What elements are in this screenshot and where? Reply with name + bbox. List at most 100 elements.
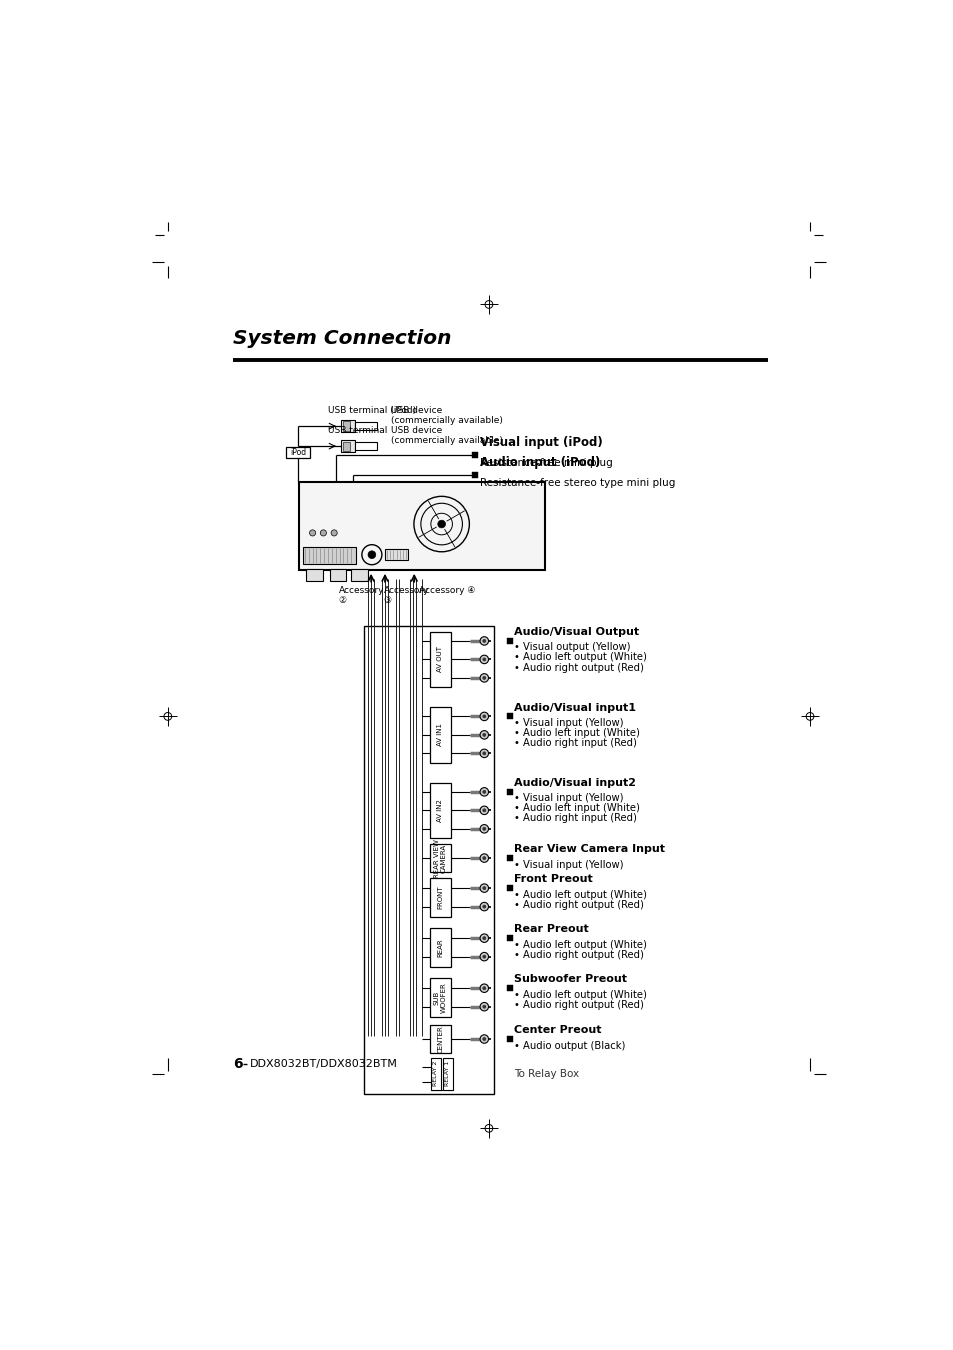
Text: • Visual input (Yellow): • Visual input (Yellow) — [514, 718, 623, 728]
Text: AV IN1: AV IN1 — [437, 724, 443, 747]
Text: • Audio right output (Red): • Audio right output (Red) — [514, 1000, 643, 1010]
Bar — [506, 713, 513, 720]
Bar — [472, 471, 477, 478]
Circle shape — [479, 984, 488, 992]
Circle shape — [482, 856, 485, 860]
Text: RELAY 2: RELAY 2 — [433, 1061, 437, 1087]
Bar — [429, 783, 451, 838]
Circle shape — [482, 752, 485, 755]
Bar — [341, 420, 355, 432]
Text: FRONT: FRONT — [437, 886, 443, 909]
Bar — [298, 482, 544, 570]
Text: • Audio left input (White): • Audio left input (White) — [514, 803, 639, 814]
Bar — [342, 441, 350, 451]
Text: Subwoofer Preout: Subwoofer Preout — [514, 975, 627, 984]
Circle shape — [479, 853, 488, 863]
Circle shape — [479, 825, 488, 833]
Circle shape — [479, 1035, 488, 1044]
Text: Visual input (iPod): Visual input (iPod) — [479, 436, 601, 450]
Circle shape — [309, 529, 315, 536]
Text: SUB
WOOFER: SUB WOOFER — [434, 981, 446, 1012]
Text: Audio input (iPod): Audio input (iPod) — [479, 456, 599, 470]
Circle shape — [482, 790, 485, 794]
Bar — [351, 570, 368, 580]
Text: System Connection: System Connection — [233, 329, 452, 348]
Text: Resistance-free stereo type mini plug: Resistance-free stereo type mini plug — [479, 478, 675, 487]
Circle shape — [479, 787, 488, 796]
Text: Accessory
③: Accessory ③ — [383, 586, 429, 605]
Bar — [472, 451, 477, 458]
Bar — [355, 423, 376, 429]
Text: • Visual output (Yellow): • Visual output (Yellow) — [514, 643, 630, 652]
Circle shape — [437, 520, 445, 528]
Text: Rear Preout: Rear Preout — [514, 925, 588, 934]
Text: REAR: REAR — [437, 938, 443, 957]
Text: Center Preout: Center Preout — [514, 1025, 601, 1035]
Bar — [506, 855, 513, 861]
Circle shape — [482, 716, 485, 718]
Text: Audio/Visual input2: Audio/Visual input2 — [514, 778, 636, 788]
Circle shape — [479, 730, 488, 738]
Bar — [431, 1057, 440, 1089]
Circle shape — [482, 887, 485, 890]
Text: USB terminal: USB terminal — [328, 427, 387, 435]
Circle shape — [482, 1006, 485, 1008]
Circle shape — [482, 828, 485, 830]
Bar — [342, 421, 350, 431]
Text: To Relay Box: To Relay Box — [514, 1069, 578, 1079]
Bar — [341, 440, 355, 452]
Circle shape — [479, 637, 488, 645]
Text: AV OUT: AV OUT — [437, 647, 443, 672]
Text: (commercially available): (commercially available) — [391, 436, 502, 444]
Text: Audio/Visual input1: Audio/Visual input1 — [514, 702, 636, 713]
Bar — [285, 447, 310, 459]
Text: (commercially available): (commercially available) — [391, 416, 502, 424]
Bar — [429, 632, 451, 687]
Bar — [429, 844, 451, 872]
Circle shape — [368, 551, 375, 559]
Bar — [442, 1057, 453, 1089]
Text: • Audio left output (White): • Audio left output (White) — [514, 940, 646, 949]
Circle shape — [482, 640, 485, 643]
Bar — [302, 547, 356, 564]
Circle shape — [482, 937, 485, 940]
Circle shape — [479, 674, 488, 682]
Circle shape — [479, 749, 488, 757]
Text: • Audio left output (White): • Audio left output (White) — [514, 652, 646, 663]
Bar — [306, 570, 323, 580]
Text: CENTER: CENTER — [437, 1025, 443, 1053]
Text: • Audio right input (Red): • Audio right input (Red) — [514, 738, 637, 748]
Text: USB device: USB device — [391, 427, 442, 435]
Bar — [506, 637, 513, 644]
Text: Rear View Camera Input: Rear View Camera Input — [514, 844, 664, 855]
Circle shape — [482, 987, 485, 990]
Circle shape — [482, 809, 485, 811]
Text: Resistance-free mini plug: Resistance-free mini plug — [479, 458, 612, 467]
Text: AV IN2: AV IN2 — [437, 799, 443, 822]
Bar — [429, 878, 451, 917]
Circle shape — [479, 902, 488, 911]
Circle shape — [479, 884, 488, 892]
Bar — [429, 979, 451, 1017]
Bar — [506, 788, 513, 795]
Circle shape — [482, 954, 485, 958]
Text: Accessory ④: Accessory ④ — [418, 586, 475, 594]
Bar — [355, 443, 376, 450]
Bar — [506, 986, 513, 991]
Text: RELAY 1: RELAY 1 — [444, 1061, 450, 1087]
Text: • Audio left output (White): • Audio left output (White) — [514, 990, 646, 1000]
Text: • Audio right output (Red): • Audio right output (Red) — [514, 949, 643, 960]
Circle shape — [479, 655, 488, 664]
Text: • Audio left output (White): • Audio left output (White) — [514, 890, 646, 899]
Circle shape — [331, 529, 336, 536]
Bar — [329, 570, 346, 580]
Text: Audio/Visual Output: Audio/Visual Output — [514, 628, 639, 637]
Circle shape — [320, 529, 326, 536]
Bar — [506, 886, 513, 891]
Circle shape — [479, 934, 488, 942]
Bar — [385, 549, 408, 560]
Circle shape — [482, 733, 485, 736]
Text: • Audio left input (White): • Audio left input (White) — [514, 728, 639, 738]
Text: iPod: iPod — [290, 448, 306, 458]
Text: Front Preout: Front Preout — [514, 875, 593, 884]
